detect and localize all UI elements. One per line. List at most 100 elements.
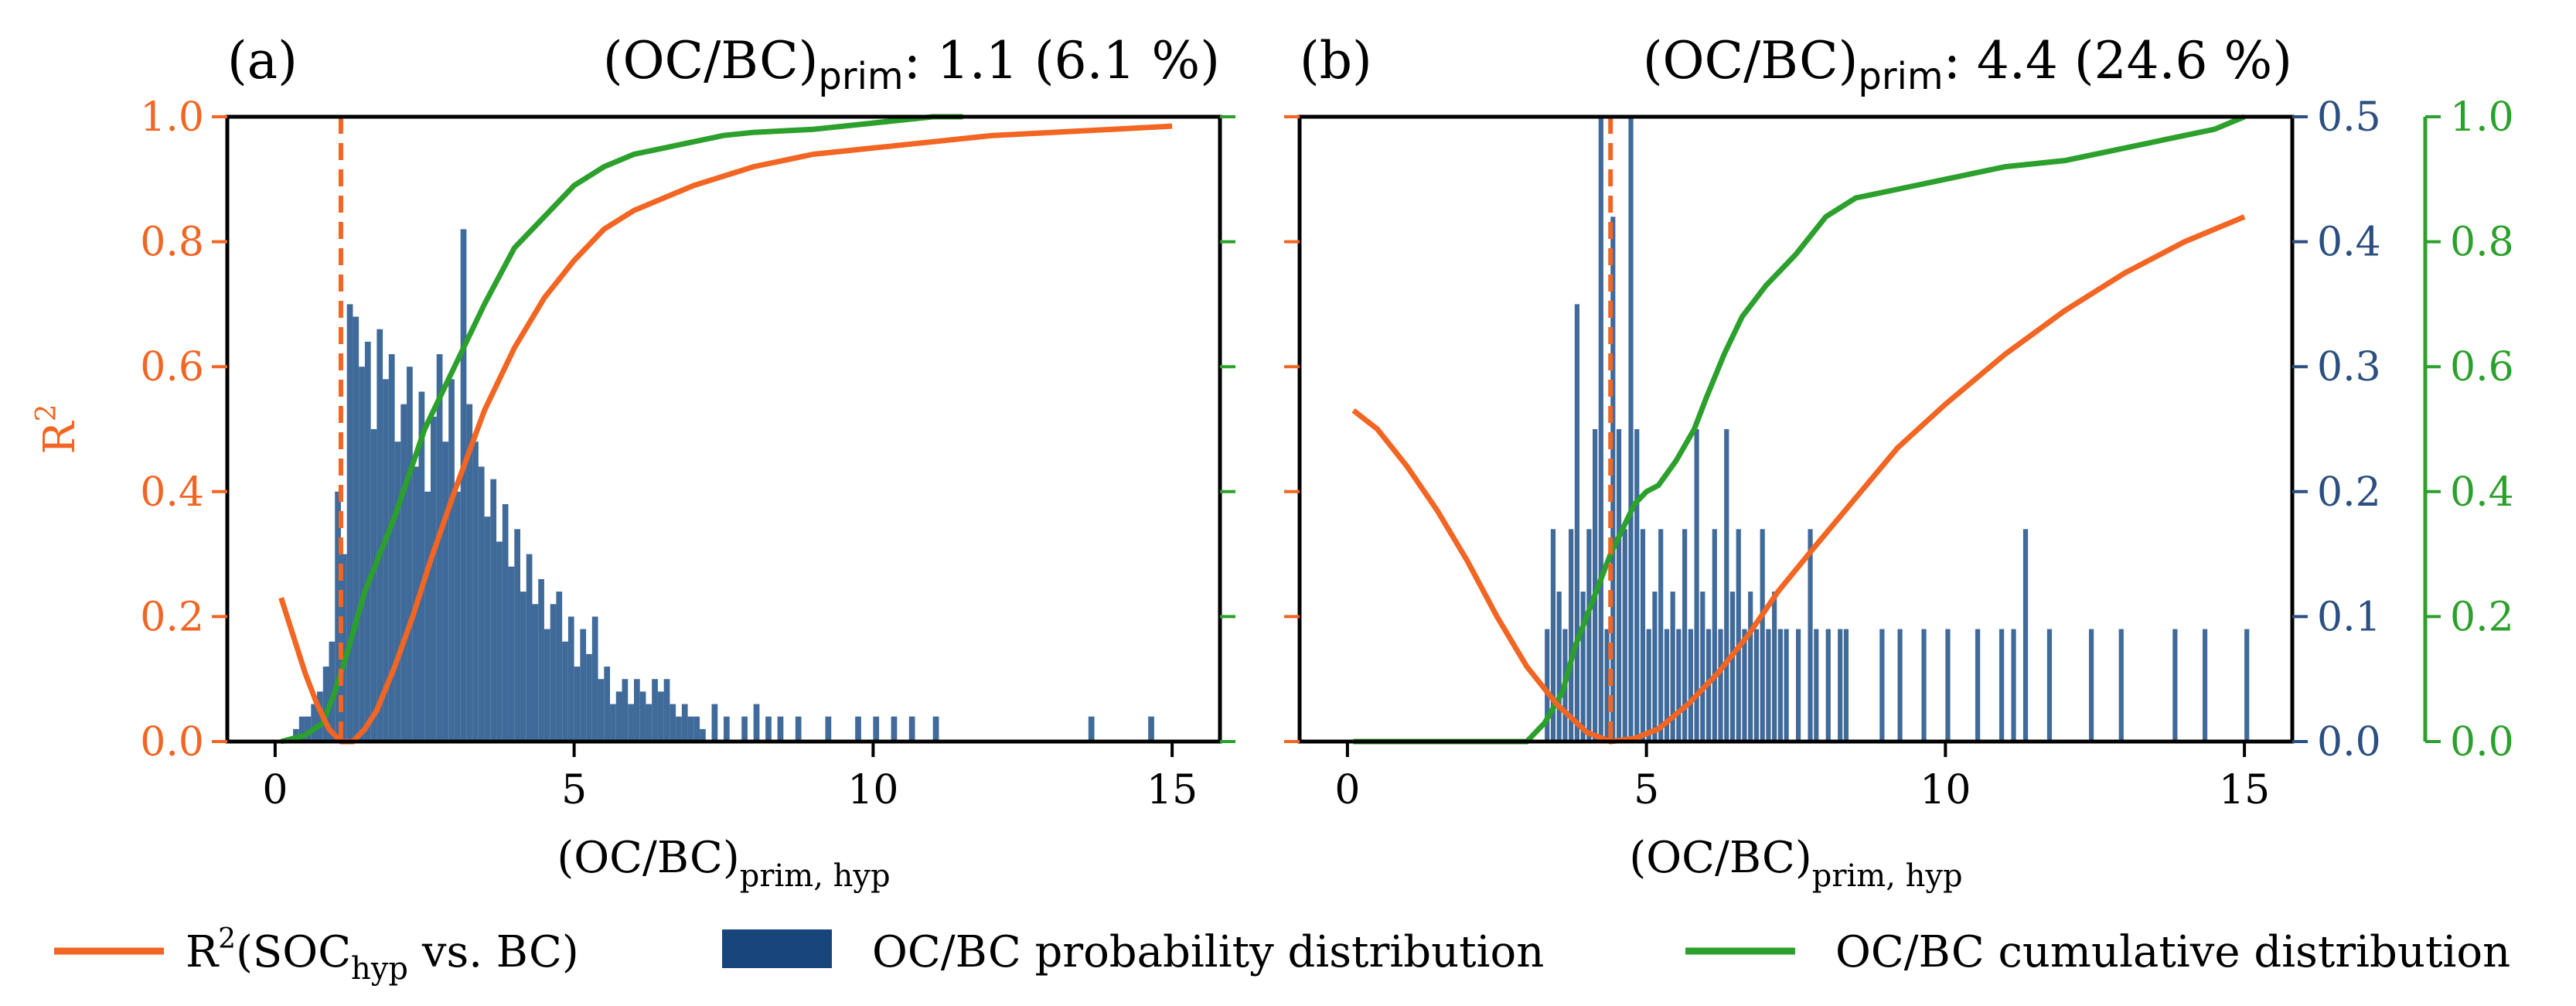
panel-b: 0 5 10 15 0.00.10.20.30.40.5 0.00.20.40.60.… — [1284, 31, 2514, 894]
a-ytick-label: 0.6 — [140, 344, 204, 390]
b-hist-bar — [1736, 529, 1741, 742]
a-hist-bar — [460, 229, 467, 742]
a-hist-bar — [598, 679, 605, 742]
b-title-sub: prim — [1858, 55, 1943, 98]
b-hist-bar — [1748, 592, 1753, 742]
a-hist-bar — [454, 491, 461, 742]
b-hist-bar — [1814, 629, 1819, 742]
a-title-base: (OC/BC) — [603, 31, 819, 90]
a-xlabel: (OC/BC)prim, hyp — [557, 833, 890, 894]
a-hist-bar — [514, 529, 521, 742]
a-hist-bar — [639, 691, 646, 742]
a-hist-bar — [436, 354, 443, 742]
b-hist-bar — [1879, 629, 1885, 742]
b-hist-bar — [1580, 592, 1586, 742]
b-histogram — [1545, 117, 2250, 742]
a-hist-bar — [753, 704, 760, 742]
a-hist-bar — [777, 716, 784, 742]
a-cumulative-line — [280, 114, 963, 745]
b-xlabel-sub: prim, hyp — [1812, 858, 1963, 894]
a-hist-bar — [633, 679, 640, 742]
b-hist-bar — [1670, 592, 1675, 742]
b-hist-bar — [1998, 629, 2005, 742]
a-panel-label: (a) — [227, 31, 298, 90]
b-xtick-label: 10 — [1920, 767, 1971, 813]
a-ytick-label: 1.0 — [140, 94, 204, 141]
a-histogram — [293, 229, 1154, 742]
a-hist-bar — [676, 716, 682, 742]
a-xlabel-base: (OC/BC) — [557, 833, 739, 883]
b-hist-bar — [1545, 629, 1550, 742]
b-title-base: (OC/BC) — [1643, 31, 1859, 90]
a-hist-bar — [383, 379, 389, 742]
a-hist-bar — [472, 442, 479, 742]
b-hist-bar — [1796, 629, 1801, 742]
a-hist-bar — [508, 566, 515, 742]
b-hist-bar — [1975, 629, 1981, 742]
a-right-tick-marks — [1220, 115, 1235, 743]
panel-a: 0 5 10 15 0.00.20.40.60.81.0 (a) (OC/BC)pri… — [31, 31, 1235, 894]
legend-r2-main: R — [186, 927, 220, 977]
a-hist-bar — [574, 667, 581, 742]
b-hist-bar — [1777, 629, 1783, 742]
a-hist-bar — [407, 367, 413, 742]
a-hist-bar — [567, 616, 574, 742]
a-hist-bar — [591, 616, 598, 742]
b-hist-bar — [1610, 217, 1616, 742]
b-axes-frame — [1297, 114, 2295, 744]
a-hist-bar — [370, 429, 377, 742]
a-hist-bar — [335, 491, 341, 742]
a-hist-bar — [400, 404, 407, 742]
b-prob-tick-label: 0.3 — [2317, 344, 2381, 390]
b-hist-bar — [2172, 629, 2178, 742]
a-hist-bar — [346, 304, 353, 742]
b-hist-bar — [1593, 429, 1598, 742]
b-x-ticks: 0 5 10 15 — [1334, 742, 2270, 813]
b-hist-bar — [1729, 592, 1736, 742]
legend: R2(SOChyp vs. BC) OC/BC probability dist… — [54, 923, 2510, 987]
b-hist-bar — [1586, 529, 1592, 742]
a-hist-bar — [765, 716, 772, 742]
b-title-value: : 4.4 (24.6 %) — [1944, 31, 2292, 90]
a-hist-bar — [442, 442, 449, 742]
a-hist-bar — [657, 691, 664, 742]
b-xlabel: (OC/BC)prim, hyp — [1629, 833, 1962, 894]
b-cum-tick-label: 0.6 — [2450, 344, 2514, 390]
b-prob-tick-label: 0.2 — [2317, 469, 2381, 516]
a-hist-bar — [478, 466, 485, 742]
b-title: (OC/BC)prim: 4.4 (24.6 %) — [1643, 31, 2292, 98]
legend-hist-swatch — [722, 929, 832, 968]
b-hist-bar — [1921, 629, 1927, 742]
a-hist-bar — [795, 716, 802, 742]
a-hist-bar — [873, 716, 880, 742]
a-ytick-label: 0.0 — [140, 719, 204, 766]
b-hist-bar — [1808, 529, 1813, 742]
legend-r2-sup: 2 — [218, 923, 236, 955]
a-hist-bar — [586, 653, 592, 742]
b-cum-tick-label: 0.0 — [2450, 719, 2514, 766]
a-hist-bar — [741, 716, 748, 742]
a-hist-bar — [311, 704, 318, 742]
b-hist-bar — [1640, 529, 1646, 742]
a-hist-bar — [891, 716, 898, 742]
a-hist-bar — [538, 578, 544, 742]
b-hist-bar — [1772, 592, 1777, 742]
legend-cum-label: OC/BC cumulative distribution — [1835, 927, 2510, 977]
legend-r2-tail: vs. BC) — [408, 927, 579, 977]
b-prob-tick-label: 0.0 — [2317, 719, 2381, 766]
b-prob-tick-label: 0.1 — [2317, 594, 2381, 640]
a-r2-line — [278, 123, 1173, 745]
a-hist-bar — [305, 716, 312, 742]
a-ytick-label: 0.2 — [140, 594, 204, 640]
a-hist-bar — [693, 716, 700, 742]
a-hist-bar — [681, 704, 688, 742]
b-xtick-label: 0 — [1334, 767, 1360, 813]
b-hist-bar — [1658, 529, 1664, 742]
legend-r2-label: R2(SOChyp vs. BC) — [186, 923, 579, 987]
b-hist-bar — [1843, 629, 1849, 742]
a-hist-bar — [532, 604, 539, 742]
a-hist-bar — [556, 592, 563, 742]
b-hist-bar — [1676, 629, 1682, 742]
b-prob-tick-label: 0.4 — [2317, 220, 2381, 266]
